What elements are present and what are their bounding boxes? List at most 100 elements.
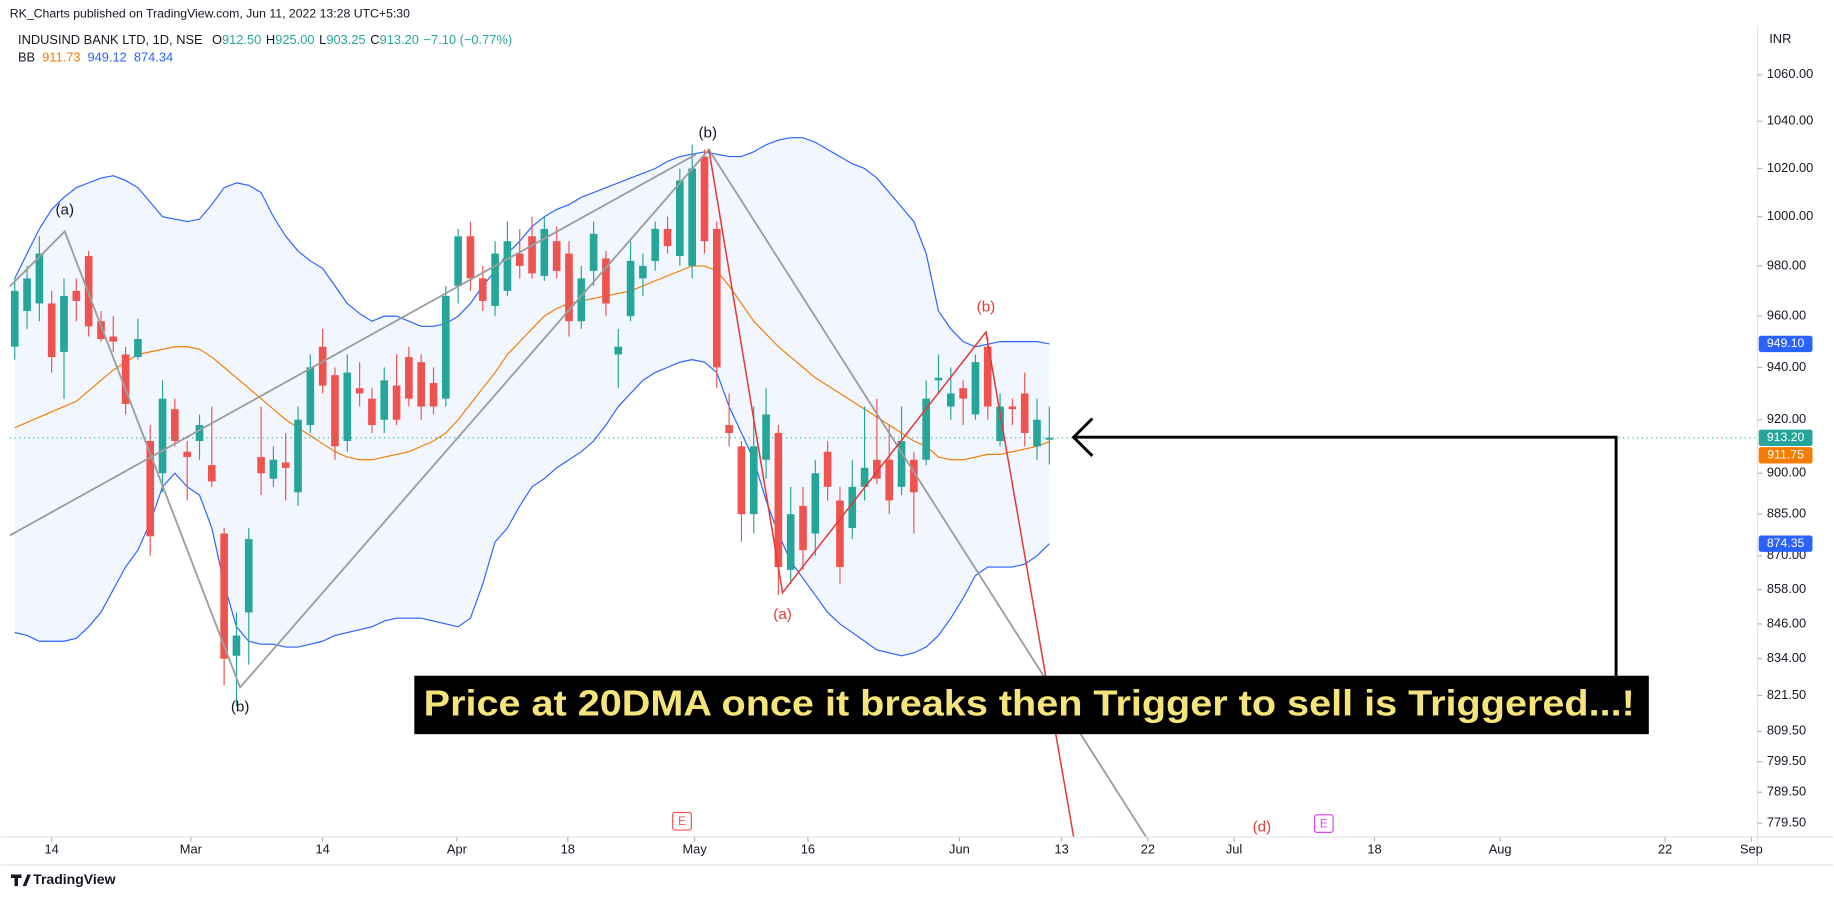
candle-body (491, 253, 499, 306)
x-tick-label: 14 (45, 841, 59, 856)
candle-body (946, 393, 955, 407)
x-tick-label: Jun (949, 841, 970, 856)
candle-body (602, 258, 610, 304)
wave-label: (b) (977, 298, 996, 315)
candle-body (60, 295, 68, 352)
candle-body (503, 241, 512, 291)
trend-line (9, 153, 697, 537)
y-tick-label: 821.50 (1767, 687, 1806, 702)
candle-body (626, 260, 635, 317)
x-tick-label: May (682, 841, 707, 856)
candle-body (158, 398, 167, 474)
indicator-name: BB (18, 50, 35, 65)
candle-body (1033, 419, 1041, 447)
candle-body (47, 303, 56, 358)
candle-body (737, 446, 746, 515)
legend-indicator-line: BB 911.73 949.12 874.34 (18, 50, 173, 65)
indicator-value: 911.73 (42, 50, 80, 65)
candle-body (873, 459, 881, 479)
x-tick-label: 18 (1367, 841, 1381, 856)
candle-body (922, 398, 930, 460)
x-tick-label: 22 (1141, 841, 1155, 856)
candle-body (232, 635, 241, 656)
x-tick-label: 18 (561, 841, 575, 856)
event-label: E (678, 815, 686, 828)
candle-body (897, 441, 906, 487)
annotation-text: Price at 20DMA once it breaks then Trigg… (424, 683, 1635, 724)
ohlc-value: 925.00 (275, 32, 314, 47)
x-tick-label: 14 (316, 841, 330, 856)
y-tick-label: 834.00 (1767, 650, 1806, 665)
wave-label: (b) (231, 698, 250, 715)
logo (10, 874, 31, 887)
y-tick-label: 980.00 (1767, 257, 1806, 272)
event-label: E (1320, 817, 1328, 830)
candle-body (552, 241, 561, 271)
candle-body (959, 388, 967, 399)
x-tick-label: Sep (1740, 841, 1763, 856)
candle-body (23, 278, 31, 312)
brand: TradingView (33, 871, 115, 887)
price-label: 913.20 (1767, 430, 1805, 444)
x-tick-label: Apr (447, 841, 468, 856)
candle-body (380, 380, 389, 420)
candle-body (306, 367, 315, 426)
candle-body (885, 459, 894, 501)
drawings (9, 148, 1618, 838)
candle-body (343, 372, 352, 442)
wave-label: (a) (773, 606, 792, 623)
ohlc-key: L (319, 32, 326, 47)
candle-body (762, 414, 770, 460)
candle-body (355, 388, 364, 394)
event-marker (1313, 814, 1334, 833)
y-tick-label: 1020.00 (1767, 160, 1813, 175)
y-tick-label: 1060.00 (1767, 66, 1813, 81)
y-tick-label: 789.50 (1767, 784, 1806, 799)
candle-body (121, 354, 130, 404)
x-tick-label: Aug (1489, 841, 1512, 856)
y-tick-label: 799.50 (1767, 753, 1806, 768)
change: −7.10 (−0.77%) (424, 32, 513, 47)
candle-body (220, 533, 228, 659)
candle-body (417, 362, 426, 407)
y-tick-label: 960.00 (1767, 308, 1806, 323)
y-tick-label: 1040.00 (1767, 113, 1813, 128)
price-label-bg (1758, 335, 1813, 353)
y-tick-label: 900.00 (1767, 465, 1806, 480)
y-tick-label: 940.00 (1767, 359, 1806, 374)
candle-body (528, 236, 536, 274)
candle-body (429, 382, 438, 407)
ohlc-value: 913.20 (380, 32, 419, 47)
symbol: INDUSIND BANK LTD, 1D, NSE (18, 32, 203, 47)
candle-body (983, 346, 992, 407)
ohlc-value: 903.25 (326, 32, 365, 47)
event-marker (672, 811, 692, 831)
x-tick-label: 22 (1658, 841, 1672, 856)
candle-body (540, 228, 549, 276)
price-label: 949.10 (1767, 336, 1805, 350)
candle-body (1008, 406, 1017, 410)
wave-line (9, 148, 1147, 838)
annotation-box (414, 675, 1649, 735)
ohlc-key: O (212, 32, 222, 47)
candle-body (281, 462, 290, 468)
candle-body (478, 278, 487, 301)
candle-body (639, 265, 647, 279)
candle-body (836, 500, 844, 568)
candle-body (183, 451, 191, 458)
y-tick-label: 779.50 (1767, 815, 1806, 830)
candle-body (688, 168, 696, 266)
candle-body (823, 451, 832, 487)
candle-body (749, 446, 758, 515)
candle-body (1020, 393, 1029, 434)
wave-line-red (708, 149, 1075, 838)
candle-body (860, 467, 869, 487)
y-tick-label: 1000.00 (1767, 208, 1813, 223)
candle-body (294, 419, 302, 493)
x-tick-label: 13 (1055, 841, 1069, 856)
publisher-line: RK_Charts published on TradingView.com, … (10, 6, 410, 20)
candle-body (466, 236, 475, 279)
x-tick-label: Jul (1226, 841, 1242, 856)
